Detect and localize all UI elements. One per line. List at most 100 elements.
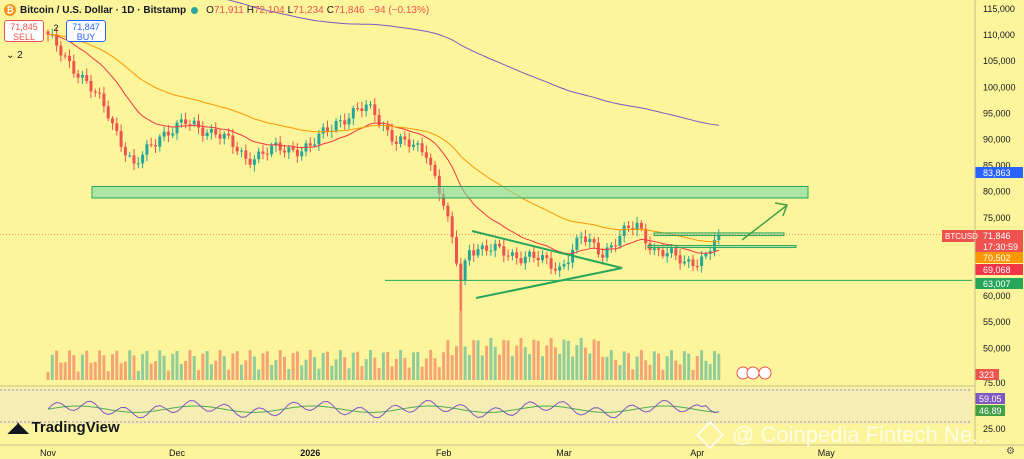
volume-bar [579,338,583,380]
indicators-count: 2 [17,50,23,61]
open-value: 71,911 [213,4,244,16]
symbol-badge [942,230,976,242]
candle-body [674,248,678,256]
volume-bar [218,350,222,380]
volume-bar [566,340,570,380]
volume-bar [609,350,613,380]
volume-bar [300,365,304,380]
volume-bar [317,368,321,380]
x-axis-tick-label: Dec [169,448,186,458]
low-label: L [287,4,294,16]
x-axis-tick-label: May [818,448,836,458]
rsi-line [47,399,719,419]
candle-body [588,239,592,243]
candle-body [480,245,484,250]
volume-bar [713,350,716,380]
candle-body [498,243,501,247]
candle-body [76,73,80,78]
sell-button[interactable]: 71,845 SELL [4,20,44,42]
candle-body [278,142,282,151]
candle-body [463,260,467,281]
volume-bar [622,351,626,380]
candle-body [592,239,596,243]
candle-body [80,75,84,78]
candle-body [403,136,407,140]
candle-body [274,142,278,146]
candle-body [622,225,626,236]
volume-bar [244,360,248,380]
volume-bar [166,370,170,380]
candle-body [227,133,231,136]
volume-bar [588,353,592,380]
candle-body [575,237,579,250]
volume-bar [227,369,231,380]
volume-bar [287,369,291,380]
candle-body [717,234,721,241]
volume-bar [141,354,145,380]
candle-body [700,256,704,267]
volume-bar [235,351,239,380]
ema-mid-line [47,34,719,243]
candle-body [708,251,712,254]
y-axis-tick-label: 55,000 [983,317,1011,327]
candle-body [209,128,213,133]
volume-bar [437,367,441,380]
candle-body [584,236,587,243]
volume-bar [515,345,519,380]
y-axis-tick-label: 75,000 [983,213,1011,223]
event-flag-icon [758,366,772,380]
volume-bar [89,362,93,380]
volume-bar [708,364,712,380]
candle-body [407,139,411,147]
indicators-toggle[interactable]: ⌄ 2 [6,50,23,61]
low-value: 71,234 [293,4,324,16]
watermark: @ Coinpedia Fintech Ne... [695,420,990,450]
volume-bar [661,369,665,380]
axis-price-badge-value: 70,502 [983,253,1011,263]
volume-bar [416,352,420,380]
btc-logo-icon: ₿ [4,4,16,16]
tradingview-logo[interactable]: ◢◣ TradingView [8,419,120,436]
candle-body [257,151,261,160]
candle-body [377,115,381,126]
volume-badge [975,369,999,380]
candle-body [545,255,549,259]
x-axis-tick-label: Nov [40,448,57,458]
volume-bar [270,364,274,380]
volume-bar [605,356,609,380]
candle-body [618,235,622,246]
volume-bar [364,359,368,380]
candle-body [111,118,114,124]
volume-bar [197,370,200,380]
candle-body [197,120,200,128]
x-axis-tick-label: 2026 [300,448,320,458]
volume-bar [536,340,540,380]
candle-body [334,120,338,131]
candle-body [102,93,106,107]
candle-body [192,120,196,125]
volume-badge-value: 323 [979,370,994,380]
candle-body [291,147,295,150]
candle-body [179,119,183,123]
market-open-dot-icon [191,6,199,14]
candle-body [429,157,433,165]
symbol-title[interactable]: Bitcoin / U.S. Dollar · 1D · Bitstamp [20,4,187,16]
candle-body [55,34,59,46]
y-axis-tick-label: 115,000 [983,4,1015,14]
volume-bar [313,357,317,380]
candle-body [394,141,398,144]
gear-icon[interactable]: ⚙ [1006,446,1015,457]
candle-body [205,132,209,137]
volume-bar [412,352,415,380]
volume-bar [528,354,532,380]
candle-body [665,253,669,257]
high-value: 72,104 [254,4,285,16]
buy-button[interactable]: 71,847 BUY [66,20,106,42]
sell-price: 71,845 [10,22,38,32]
breakout-arrow [741,205,787,241]
high-label: H [246,4,254,16]
candle-body [695,266,699,268]
candle-body [579,236,583,238]
y-axis-tick-label: 110,000 [983,30,1015,40]
